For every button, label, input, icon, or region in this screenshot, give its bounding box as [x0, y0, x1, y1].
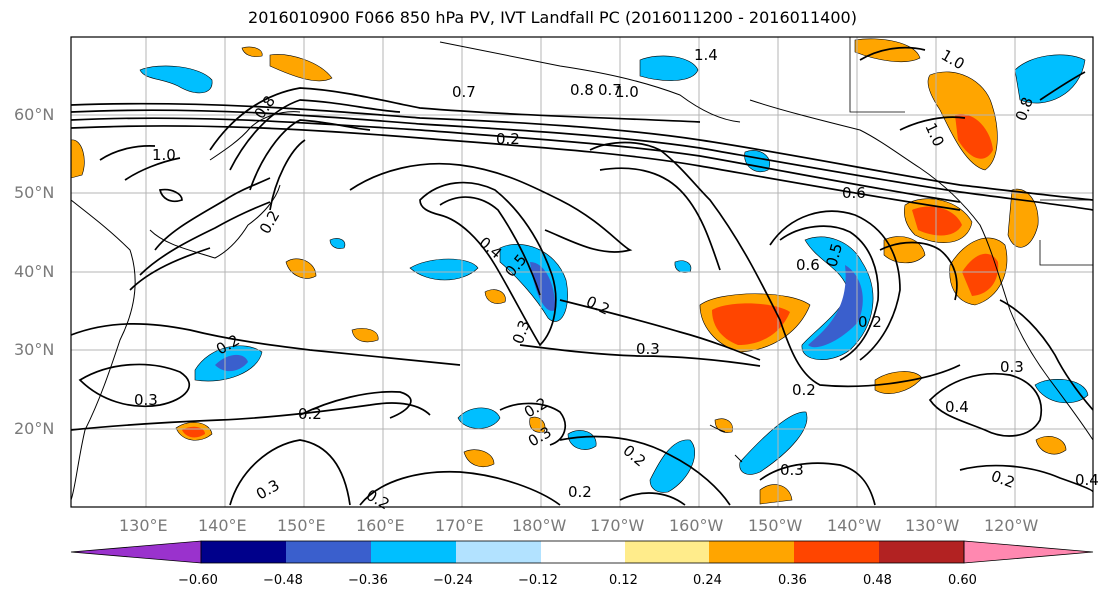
lon-label: 160°E: [356, 516, 405, 535]
contour-label: 0.2: [496, 130, 520, 148]
contour-label: 0.3: [134, 391, 158, 409]
shade-blob: [351, 328, 379, 343]
colorbar-tick-label: 0.48: [863, 573, 892, 588]
colorbar-segment: [709, 541, 794, 563]
shade-blob: [567, 430, 597, 450]
shade-blob: [962, 253, 999, 296]
contour-label: 1.0: [615, 83, 639, 101]
contour-label: 0.8: [570, 81, 594, 99]
lat-label: 40°N: [14, 262, 55, 281]
colorbar-extend-max: [963, 540, 1094, 564]
lon-label: 140°W: [827, 516, 882, 535]
lon-label: 120°W: [984, 516, 1039, 535]
shade-blob: [759, 484, 793, 505]
lon-label: 160°W: [669, 516, 724, 535]
shade-blob: [457, 407, 501, 429]
ivt-contours: [71, 46, 1093, 506]
contour-label: 0.2: [858, 313, 882, 331]
colorbar-extend-min: [70, 540, 202, 564]
lon-label: 130°W: [905, 516, 960, 535]
contour-label: 0.6: [796, 256, 820, 274]
contour-label: 0.4: [945, 398, 969, 416]
shade-blob: [409, 258, 479, 281]
colorbar-tick-label: 0.24: [693, 573, 722, 588]
lon-label: 150°E: [277, 516, 326, 535]
shade-blob: [712, 303, 790, 345]
contour-label: 1.4: [694, 46, 718, 64]
shade-blob: [744, 150, 770, 172]
shade-blob: [1034, 379, 1089, 404]
lat-label: 50°N: [14, 183, 55, 202]
contour-label: 0.3: [636, 340, 660, 358]
colorbar-tick-label: 0.60: [948, 573, 977, 588]
contour-label: 0.7: [598, 81, 622, 99]
shade-blob: [1014, 54, 1086, 104]
colorbar: [70, 540, 1094, 564]
shade-blob: [1007, 188, 1039, 248]
lon-label: 170°W: [590, 516, 645, 535]
lon-label: 170°E: [435, 516, 484, 535]
colorbar-segment: [541, 541, 625, 563]
colorbar-segment: [794, 541, 879, 563]
shade-blob: [639, 55, 699, 81]
lon-label: 130°E: [119, 516, 168, 535]
colorbar-segment: [201, 541, 286, 563]
shade-blob: [955, 114, 993, 159]
colorbar-tick-label: 0.12: [609, 573, 638, 588]
shade-blob: [463, 449, 495, 467]
contour-label: 0.2: [298, 405, 322, 423]
lon-label: 180°W: [512, 516, 567, 535]
colorbar-tick-label: −0.48: [263, 573, 303, 588]
colorbar-segment: [371, 541, 456, 563]
shade-blob: [912, 206, 962, 236]
contour-label: 0.4: [1075, 471, 1099, 489]
colorbar-segment: [456, 541, 541, 563]
lon-label: 140°E: [198, 516, 247, 535]
contour-label: 0.3: [1000, 358, 1024, 376]
shade-blob: [739, 411, 808, 475]
shade-blob: [215, 354, 248, 372]
colorbar-tick-label: −0.24: [433, 573, 473, 588]
colorbar-tick-label: 0.36: [778, 573, 807, 588]
lon-label: 150°W: [748, 516, 803, 535]
shade-blob: [1035, 436, 1067, 455]
lat-label: 30°N: [14, 340, 55, 359]
shade-blob: [329, 238, 346, 249]
lat-label: 60°N: [14, 105, 55, 124]
shade-blob: [241, 46, 263, 57]
map-frame: [70, 36, 1094, 508]
shade-blob: [530, 262, 556, 311]
colorbar-tick-label: −0.60: [178, 573, 218, 588]
colorbar-segment: [625, 541, 709, 563]
contour-label: 0.6: [842, 184, 866, 202]
contour-label: 1.0: [152, 146, 176, 164]
map-title: 2016010900 F066 850 hPa PV, IVT Landfall…: [248, 8, 857, 27]
coastlines: [71, 41, 1093, 501]
shade-blob: [269, 54, 333, 82]
shade-blob: [71, 139, 85, 179]
shade-blob: [139, 65, 213, 94]
contour-label: 0.2: [568, 483, 592, 501]
colorbar-segment: [879, 541, 964, 563]
contour-label: 0.5: [822, 241, 846, 269]
shade-blob: [484, 289, 506, 304]
shade-blob: [808, 265, 863, 348]
contour-label: 0.3: [780, 461, 804, 479]
colorbar-segment: [286, 541, 371, 563]
lat-label: 20°N: [14, 419, 55, 438]
contour-label: 0.2: [792, 381, 816, 399]
colorbar-tick-label: −0.36: [348, 573, 388, 588]
colorbar-tick-label: −0.12: [518, 573, 558, 588]
contour-label: 0.7: [452, 83, 476, 101]
